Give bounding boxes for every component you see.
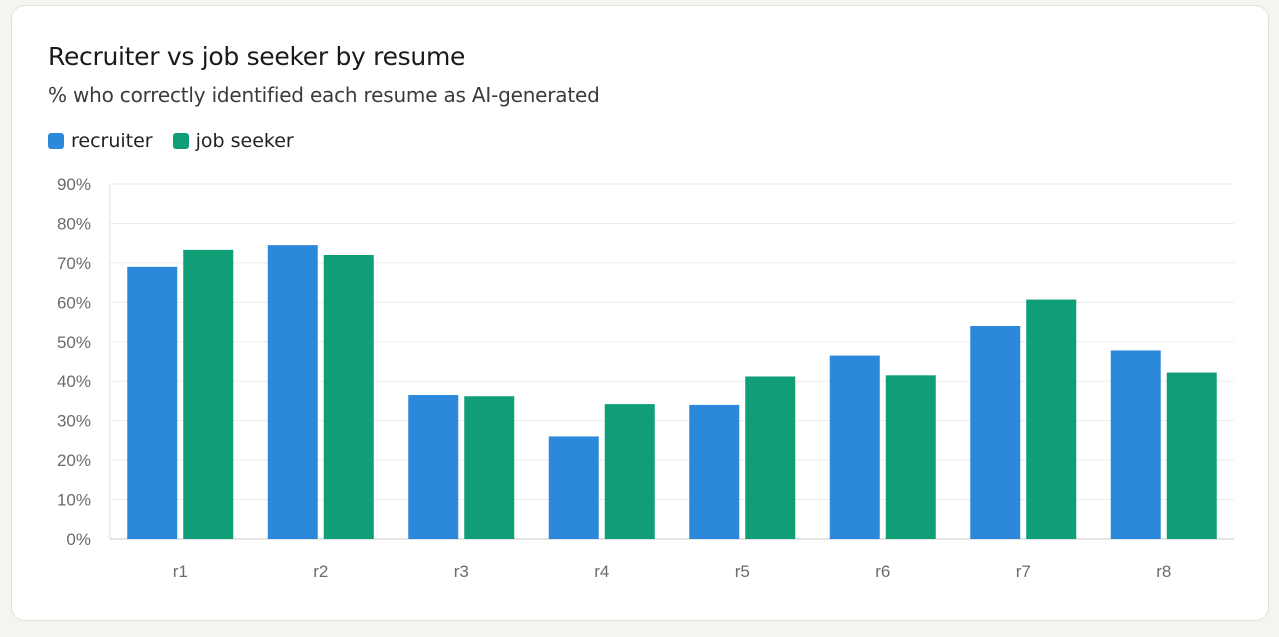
- bar-job-seeker-r2[interactable]: [323, 255, 374, 539]
- legend-swatch-job-seeker: [172, 133, 189, 149]
- y-tick-label: 10%: [57, 491, 91, 510]
- y-tick-label: 60%: [57, 293, 91, 312]
- bar-job-seeker-r1[interactable]: [183, 249, 234, 539]
- chart-card: Recruiter vs job seeker by resume % who …: [11, 5, 1269, 621]
- legend-item-recruiter[interactable]: recruiter: [48, 130, 153, 152]
- x-tick-label: r4: [594, 562, 609, 581]
- x-tick-label: r6: [875, 562, 890, 581]
- bar-recruiter-r2[interactable]: [267, 245, 318, 539]
- bar-job-seeker-r4[interactable]: [604, 404, 655, 539]
- x-tick-label: r7: [1016, 562, 1031, 581]
- legend-label-recruiter: recruiter: [71, 130, 153, 152]
- x-tick-label: r2: [313, 562, 328, 581]
- bar-job-seeker-r7[interactable]: [1026, 299, 1077, 539]
- y-tick-label: 70%: [57, 254, 91, 273]
- y-tick-label: 40%: [57, 372, 91, 391]
- bar-recruiter-r4[interactable]: [548, 436, 599, 539]
- y-tick-label: 80%: [57, 214, 91, 233]
- bar-job-seeker-r3[interactable]: [464, 396, 515, 539]
- chart-legend: recruiter job seeker: [48, 130, 314, 152]
- x-tick-label: r8: [1156, 562, 1171, 581]
- bar-recruiter-r1[interactable]: [127, 266, 178, 539]
- bar-recruiter-r7[interactable]: [970, 326, 1021, 539]
- y-tick-label: 30%: [57, 412, 91, 431]
- legend-swatch-recruiter: [48, 133, 64, 149]
- x-tick-label: r1: [173, 562, 188, 581]
- bar-job-seeker-r6[interactable]: [885, 375, 936, 539]
- bar-job-seeker-r8[interactable]: [1166, 372, 1217, 539]
- x-tick-label: r3: [454, 562, 469, 581]
- y-tick-label: 0%: [66, 530, 91, 549]
- y-tick-label: 20%: [57, 451, 91, 470]
- chart-title: Recruiter vs job seeker by resume: [48, 42, 466, 71]
- legend-item-job-seeker[interactable]: job seeker: [172, 130, 294, 152]
- bar-recruiter-r3[interactable]: [408, 395, 459, 539]
- bar-recruiter-r6[interactable]: [829, 355, 880, 539]
- chart-subtitle: % who correctly identified each resume a…: [48, 83, 600, 107]
- x-tick-label: r5: [735, 562, 750, 581]
- bar-job-seeker-r5[interactable]: [745, 376, 796, 539]
- y-tick-label: 90%: [57, 175, 91, 194]
- y-tick-label: 50%: [57, 333, 91, 352]
- legend-label-job-seeker: job seeker: [195, 130, 294, 152]
- bar-chart: 0% 10% 20% 30% 40% 50% 60% 70% 80% 90% r1 r2 r3 r4 r5 r…: [57, 175, 1234, 581]
- bar-recruiter-r5[interactable]: [689, 404, 740, 539]
- bar-recruiter-r8[interactable]: [1110, 350, 1161, 539]
